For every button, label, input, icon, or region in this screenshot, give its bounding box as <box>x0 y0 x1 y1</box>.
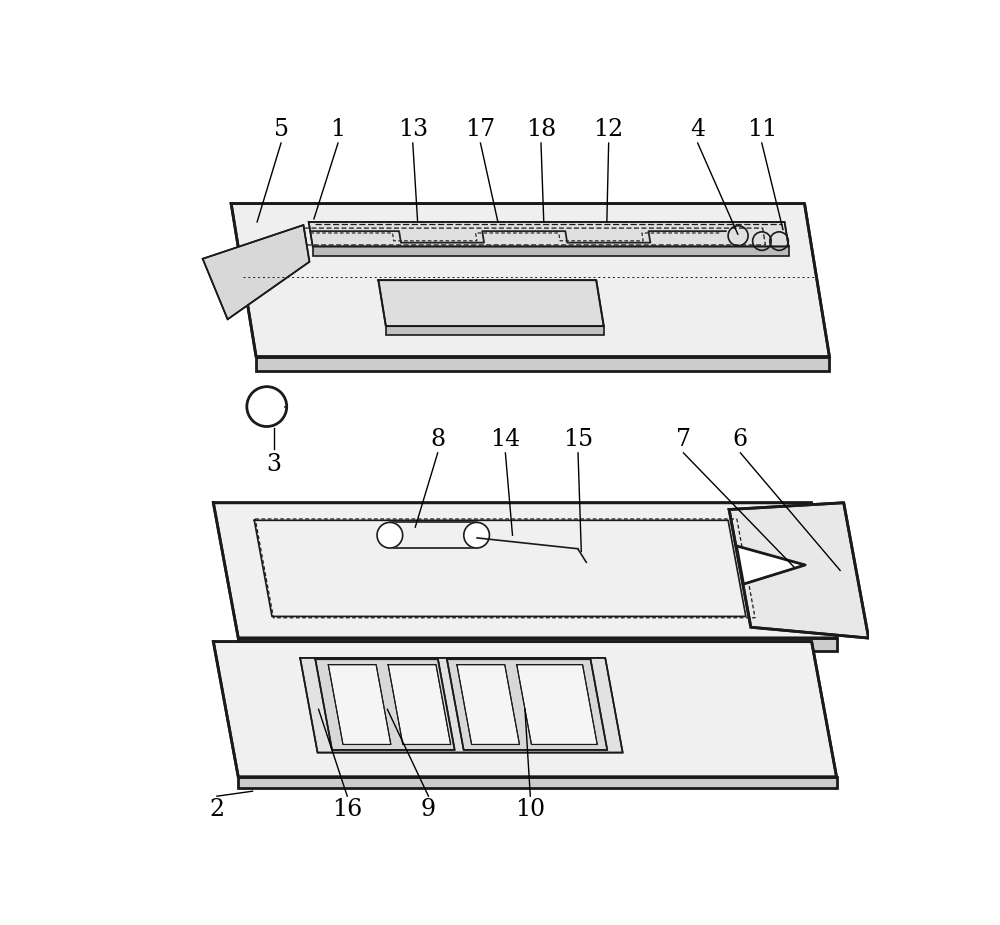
Circle shape <box>464 523 489 548</box>
Polygon shape <box>256 357 829 371</box>
Text: 5: 5 <box>274 117 289 141</box>
Text: 3: 3 <box>266 453 281 475</box>
Polygon shape <box>315 660 455 750</box>
Text: 1: 1 <box>330 117 346 141</box>
Text: 17: 17 <box>465 117 496 141</box>
Polygon shape <box>238 777 837 788</box>
Polygon shape <box>517 665 597 745</box>
Text: 18: 18 <box>526 117 556 141</box>
Polygon shape <box>300 658 623 753</box>
Polygon shape <box>457 665 519 745</box>
Polygon shape <box>447 660 607 750</box>
Polygon shape <box>213 503 837 638</box>
Text: 9: 9 <box>421 798 436 821</box>
Text: 8: 8 <box>430 427 445 450</box>
Text: 14: 14 <box>490 427 521 450</box>
Polygon shape <box>737 546 805 584</box>
Text: 2: 2 <box>209 798 224 821</box>
Polygon shape <box>729 503 869 638</box>
Text: 7: 7 <box>676 427 691 450</box>
Text: 10: 10 <box>515 798 545 821</box>
Polygon shape <box>386 327 604 336</box>
Polygon shape <box>231 204 829 357</box>
Polygon shape <box>203 225 309 319</box>
Polygon shape <box>378 280 604 327</box>
Text: 4: 4 <box>690 117 705 141</box>
Polygon shape <box>313 246 789 256</box>
Polygon shape <box>388 665 451 745</box>
Text: 6: 6 <box>733 427 748 450</box>
Polygon shape <box>328 665 391 745</box>
Text: 13: 13 <box>398 117 428 141</box>
Circle shape <box>377 523 403 548</box>
Text: 11: 11 <box>747 117 777 141</box>
Polygon shape <box>238 638 837 651</box>
Text: 15: 15 <box>563 427 593 450</box>
Polygon shape <box>213 642 837 777</box>
Polygon shape <box>309 222 789 246</box>
Text: 12: 12 <box>594 117 624 141</box>
Text: 16: 16 <box>332 798 362 821</box>
